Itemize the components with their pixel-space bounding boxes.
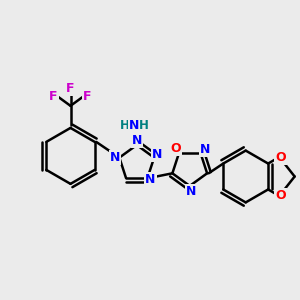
Text: F: F: [66, 82, 75, 95]
Text: H: H: [139, 119, 149, 132]
Text: F: F: [83, 91, 92, 103]
Text: N: N: [152, 148, 162, 161]
Text: H: H: [119, 119, 129, 132]
Text: O: O: [275, 189, 286, 203]
Text: N: N: [145, 173, 156, 186]
Text: N: N: [110, 151, 120, 164]
Text: N: N: [129, 119, 139, 132]
Text: N: N: [132, 134, 142, 147]
Text: F: F: [49, 91, 58, 103]
Text: O: O: [171, 142, 182, 155]
Text: O: O: [275, 151, 286, 164]
Text: N: N: [200, 143, 210, 156]
Text: N: N: [186, 185, 196, 198]
